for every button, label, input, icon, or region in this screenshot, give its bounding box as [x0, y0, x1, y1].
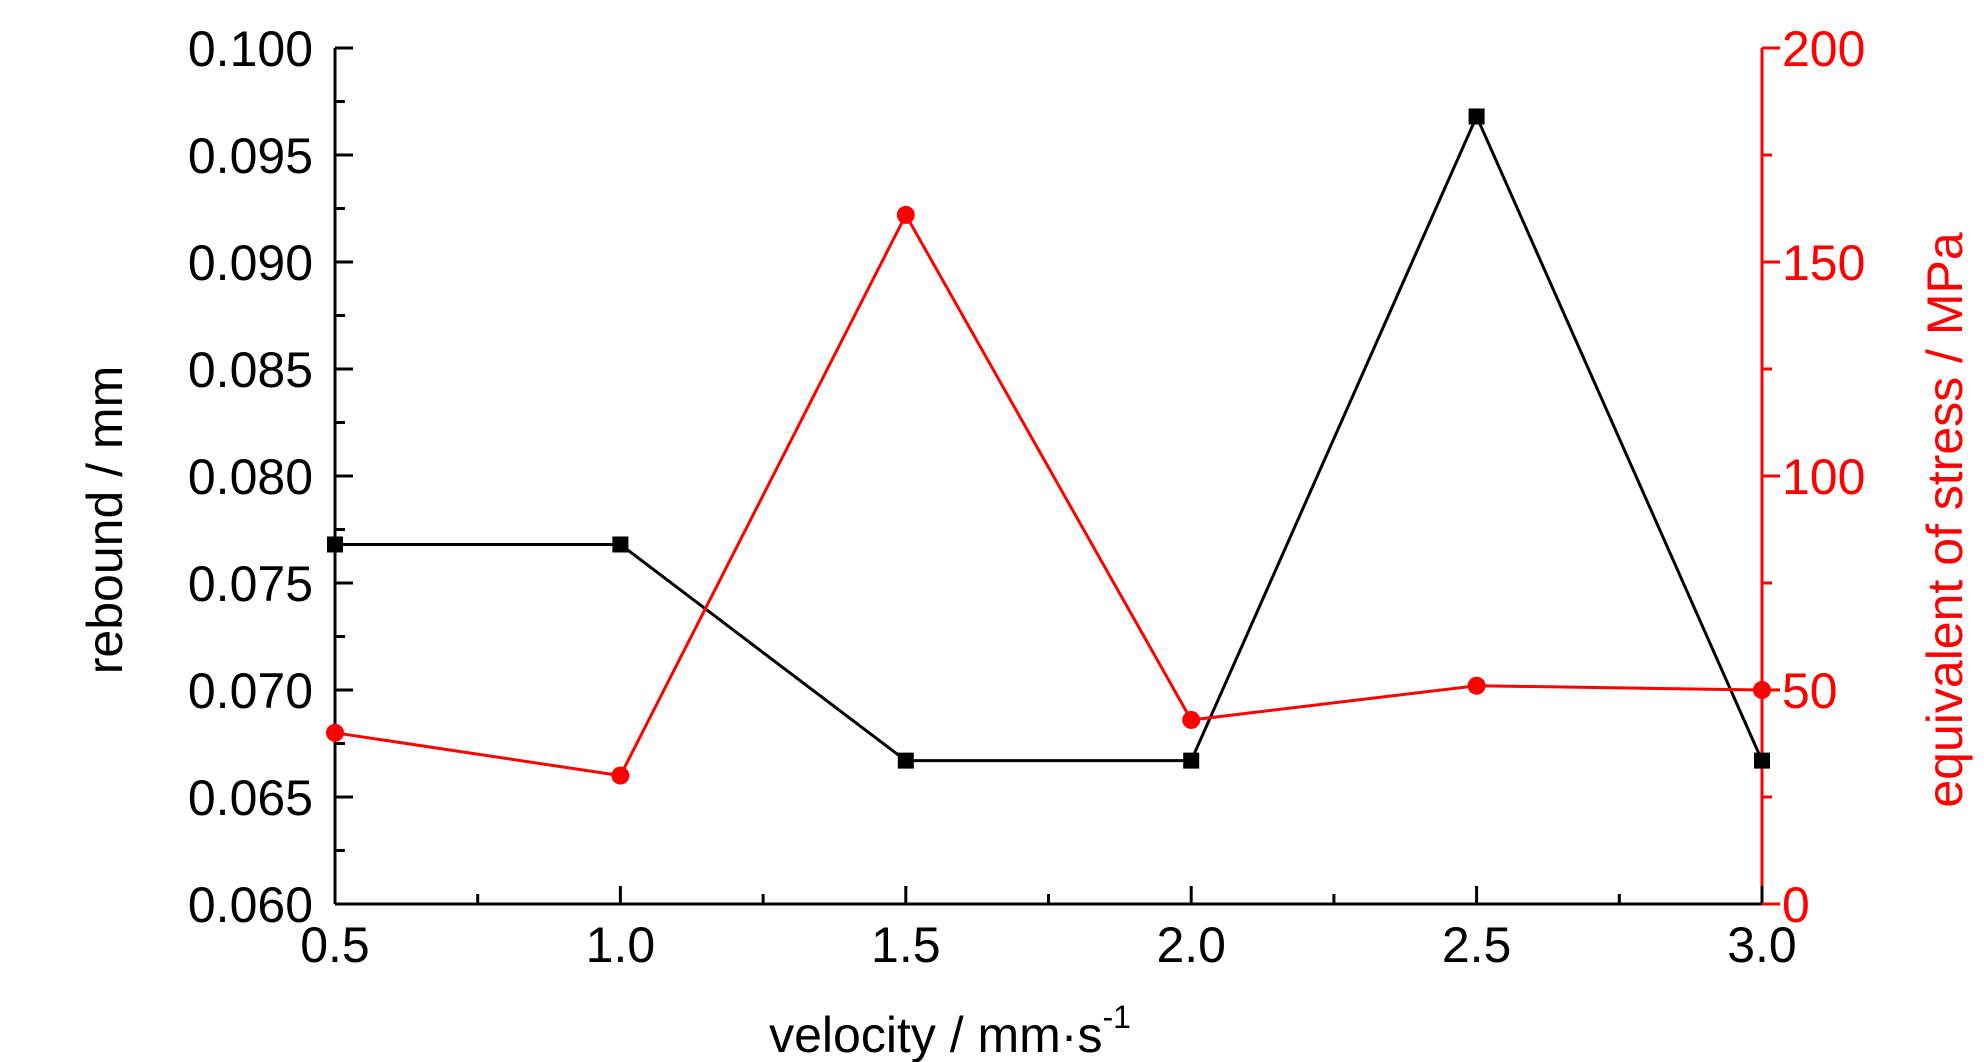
left-y-tick-label: 0.070	[188, 663, 313, 719]
stress-data-point	[1753, 681, 1771, 699]
labels-layer: velocity / mm·s-1 rebound / mm equivalen…	[77, 21, 1973, 1062]
left-y-tick-label: 0.090	[188, 235, 313, 291]
right-axis-series-line	[334, 211, 1763, 778]
x-tick-label: 2.0	[1156, 917, 1226, 973]
series-layer	[326, 108, 1771, 785]
right-y-axis-title: equivalent of stress / MPa	[1917, 232, 1973, 807]
stress-data-point	[326, 723, 344, 742]
stress-data-point	[611, 766, 630, 785]
stress-data-point	[1467, 676, 1486, 695]
right-y-tick-label: 0	[1782, 877, 1810, 933]
rebound-data-point	[612, 536, 629, 553]
x-tick-label: 0.5	[300, 917, 370, 973]
left-y-tick-label: 0.065	[188, 770, 313, 826]
left-y-axis-title: rebound / mm	[77, 366, 133, 674]
left-axis-series-line	[335, 112, 1764, 763]
right-y-tick-label: 50	[1782, 663, 1838, 719]
rebound-data-point	[1468, 108, 1485, 125]
left-y-tick-label: 0.080	[188, 449, 313, 505]
x-tick-label: 1.0	[586, 917, 656, 973]
stress-data-point	[896, 205, 915, 224]
x-axis-title-text: velocity / mm·s	[769, 1007, 1102, 1062]
left-y-tick-label: 0.060	[188, 877, 313, 933]
rebound-data-point	[327, 536, 343, 553]
rebound-data-point	[1754, 752, 1770, 769]
axes	[333, 46, 1780, 906]
right-y-tick-label: 100	[1782, 449, 1865, 505]
x-axis-title-superscript: -1	[1102, 999, 1130, 1035]
left-y-tick-label: 0.095	[188, 128, 313, 184]
rebound-data-point	[897, 752, 914, 769]
left-y-tick-label: 0.100	[188, 21, 313, 77]
stress-data-point	[1182, 710, 1201, 729]
x-axis-title: velocity / mm·s-1	[769, 999, 1131, 1062]
x-tick-label: 1.5	[871, 917, 941, 973]
x-tick-label: 2.5	[1442, 917, 1512, 973]
right-y-tick-label: 200	[1782, 21, 1865, 77]
left-y-tick-label: 0.085	[188, 342, 313, 398]
rebound-data-point	[1183, 752, 1200, 769]
right-y-tick-label: 150	[1782, 235, 1865, 291]
x-tick-label: 3.0	[1727, 917, 1797, 973]
left-y-tick-label: 0.075	[188, 556, 313, 612]
